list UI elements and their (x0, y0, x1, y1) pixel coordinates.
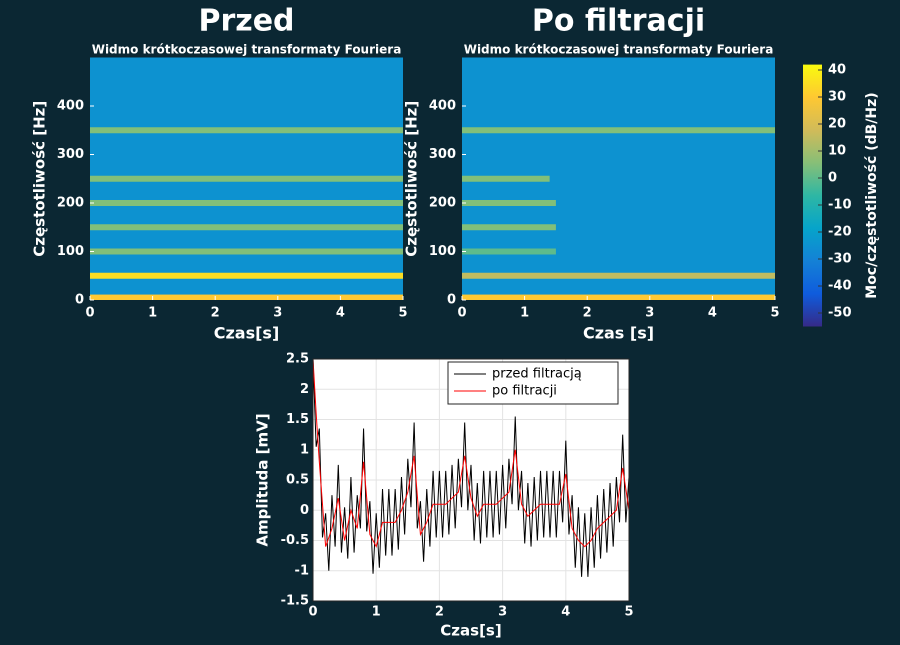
colorbar (803, 64, 822, 327)
y-tick-label: 2.5 (286, 352, 309, 367)
y-tick-label: 100 (429, 244, 456, 259)
colorbar-tick-label: -40 (828, 279, 852, 294)
y-tick-label: 1.5 (286, 412, 309, 427)
harmonic-line (462, 127, 775, 134)
harmonic-line (90, 200, 403, 206)
y-tick-label: 0.5 (286, 473, 309, 488)
colorbar-tick-label: 40 (828, 63, 846, 78)
x-tick-label: 0 (308, 605, 317, 620)
x-tick-label: 1 (372, 605, 381, 620)
x-tick-label: 0 (85, 306, 94, 321)
x-tick-label: 3 (498, 605, 507, 620)
y-tick-label: -1.5 (281, 594, 309, 609)
harmonic-line (90, 224, 403, 231)
y-tick-label: 100 (57, 244, 84, 259)
colorbar-tick-label: 20 (828, 117, 846, 132)
y-tick-label: 400 (429, 99, 456, 114)
harmonic-line (462, 200, 556, 206)
harmonic-line (90, 248, 403, 255)
x-tick-label: 1 (520, 306, 529, 321)
colorbar-tick-label: -30 (828, 252, 852, 267)
x-tick-label: 3 (273, 306, 282, 321)
chart-subtitle: Widmo krótkoczasowej transformaty Fourie… (464, 43, 774, 57)
chart-subtitle: Widmo krótkoczasowej transformaty Fourie… (92, 43, 402, 57)
x-tick-label: 4 (561, 605, 570, 620)
x-tick-label: 3 (645, 306, 654, 321)
x-axis-label: Czas[s] (214, 324, 280, 343)
y-tick-label: 1 (300, 442, 309, 457)
x-tick-label: 5 (398, 306, 407, 321)
x-tick-label: 2 (435, 605, 444, 620)
colorbar-tick-label: -20 (828, 225, 852, 240)
harmonic-line (462, 224, 556, 231)
y-tick-label: 400 (57, 99, 84, 114)
colorbar-tick-label: -50 (828, 306, 852, 321)
y-tick-label: 200 (429, 196, 456, 211)
legend-box (447, 361, 619, 405)
harmonic-line (462, 294, 775, 300)
plot-frame (312, 358, 630, 602)
chart-title: Po filtracji (532, 4, 705, 39)
x-tick-label: 1 (148, 306, 157, 321)
x-axis-label: Czas [s] (583, 324, 654, 343)
x-tick-label: 2 (583, 306, 592, 321)
y-tick-label: 200 (57, 196, 84, 211)
chart-title: Przed (198, 4, 294, 39)
y-tick-label: 0 (300, 503, 309, 518)
y-tick-label: 300 (57, 147, 84, 162)
x-tick-label: 2 (211, 306, 220, 321)
colorbar-label: Moc/częstotliwość (dB/Hz) (864, 92, 880, 298)
x-axis-label: Czas[s] (440, 622, 501, 640)
harmonic-line (90, 127, 403, 134)
data-line (313, 359, 629, 577)
x-tick-label: 0 (457, 306, 466, 321)
y-tick-label: 300 (429, 147, 456, 162)
harmonic-line (90, 175, 403, 182)
harmonic-line (462, 248, 556, 255)
x-tick-label: 4 (336, 306, 345, 321)
harmonic-line (90, 294, 403, 300)
colorbar-tick-label: 10 (828, 144, 846, 159)
colorbar-tick-label: -10 (828, 198, 852, 213)
y-axis-label: Amplituda [mV] (254, 413, 272, 546)
x-tick-label: 5 (624, 605, 633, 620)
colorbar-tick-label: 0 (828, 171, 837, 186)
legend-label: przed filtracją (492, 367, 582, 382)
y-tick-label: -1 (295, 563, 309, 578)
y-axis-label: Częstotliwość [Hz] (403, 101, 421, 257)
harmonic-line (462, 175, 550, 182)
y-tick-label: -0.5 (281, 533, 309, 548)
colorbar-tick-label: 30 (828, 90, 846, 105)
y-tick-label: 0 (447, 293, 456, 308)
legend-label: po filtracji (492, 384, 557, 399)
data-line (313, 359, 629, 548)
x-tick-label: 5 (770, 306, 779, 321)
harmonic-line (462, 272, 775, 279)
x-tick-label: 4 (708, 306, 717, 321)
y-tick-label: 2 (300, 382, 309, 397)
y-axis-label: Częstotliwość [Hz] (31, 101, 49, 257)
y-tick-label: 0 (75, 293, 84, 308)
harmonic-line (90, 272, 403, 279)
